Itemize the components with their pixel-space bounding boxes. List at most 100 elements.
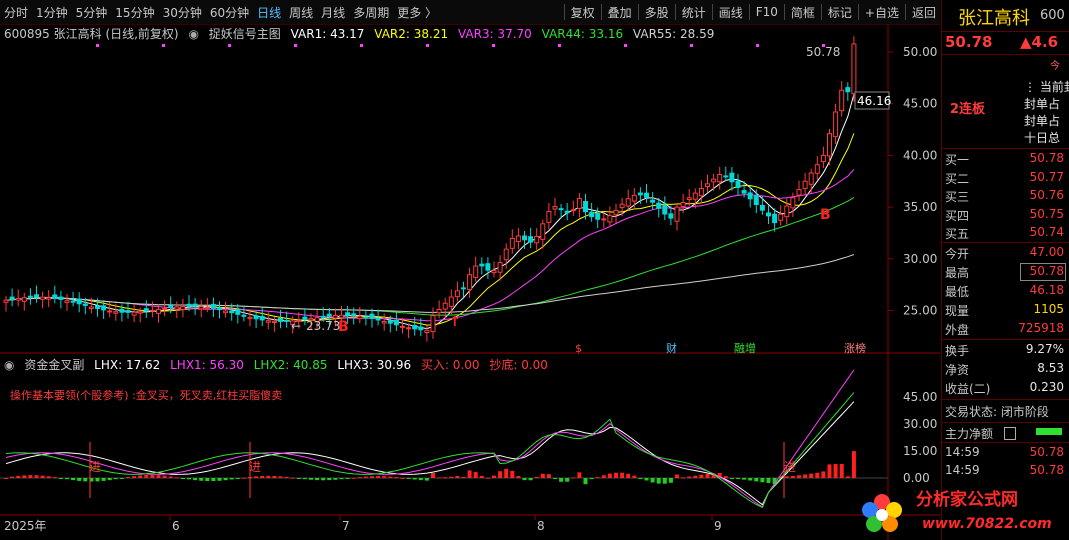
sub-bar <box>845 476 850 478</box>
candle-body <box>558 208 564 211</box>
candle-body <box>839 89 845 112</box>
period-tab-3[interactable]: 15分钟 <box>115 5 155 20</box>
candle-body <box>808 172 814 185</box>
quote-row-value: 50.75 <box>1029 206 1064 221</box>
candle-body <box>790 197 796 209</box>
sub-bar <box>10 476 15 478</box>
period-tab-5[interactable]: 60分钟 <box>209 5 250 20</box>
signal-dot <box>624 44 627 47</box>
sub-bar <box>565 478 570 482</box>
indicator-name[interactable]: 捉妖信号主图 <box>208 27 281 41</box>
quote-row-value: 9.27% <box>1025 342 1064 356</box>
sub-bar <box>46 476 51 478</box>
sub-bar <box>559 478 564 482</box>
sub-bar <box>473 472 478 478</box>
sub-bar <box>784 476 789 478</box>
sub-bar <box>723 476 728 478</box>
var3-value: VAR3: 37.70 <box>457 27 532 41</box>
sub-bar <box>260 475 265 478</box>
period-tab-10[interactable]: 更多 〉 <box>397 5 438 20</box>
tool-button-5[interactable]: F10 <box>755 5 778 19</box>
candle-body <box>717 174 723 183</box>
candle-body <box>131 311 137 316</box>
quote-row-value: 8.53 <box>1037 361 1064 375</box>
sub-bar <box>339 478 344 480</box>
tool-button-6[interactable]: 简框 <box>790 5 815 20</box>
tool-button-2[interactable]: 多股 <box>644 5 669 20</box>
signal-dot <box>690 44 693 47</box>
candle-body <box>778 213 784 221</box>
sub-bar <box>77 478 82 481</box>
event-zhangting-icon: 涨榜 <box>844 341 866 355</box>
sub-bar <box>583 478 588 485</box>
toolbar-separator <box>904 4 906 20</box>
candle-body <box>534 235 540 244</box>
candle-body <box>766 212 771 217</box>
sub-bar <box>126 477 130 479</box>
tool-button-4[interactable]: 画线 <box>718 5 743 20</box>
price-axis: 50.00 45.00 40.00 35.00 30.00 25.00 <box>888 45 937 318</box>
candle-body <box>326 313 332 317</box>
event-cai-icon: 财 <box>666 341 677 355</box>
main-flow-label[interactable]: 主力净额 <box>945 427 994 441</box>
up-arrow-icon: ↑ <box>449 314 461 330</box>
period-tab-1[interactable]: 1分钟 <box>36 5 68 20</box>
tool-button-8[interactable]: +自选 <box>864 5 899 20</box>
quote-row: 最高 50.78 <box>942 264 1069 282</box>
candle-body <box>479 263 485 267</box>
sub-bar <box>748 478 753 481</box>
tool-button-0[interactable]: 复权 <box>570 5 595 20</box>
indicator-dropdown-icon[interactable]: ◉ <box>188 27 199 41</box>
sub-bar <box>705 473 710 478</box>
tool-button-9[interactable]: 返回 <box>911 5 936 20</box>
sub-bar <box>83 478 88 482</box>
tool-button-1[interactable]: 叠加 <box>607 5 632 20</box>
kline-chart[interactable]: 50.00 45.00 40.00 35.00 30.00 25.00 45.00 30.0… <box>0 0 940 540</box>
sub-bar <box>4 478 8 479</box>
sub-bar <box>528 478 533 481</box>
period-tab-6[interactable]: 日线 <box>257 5 282 20</box>
sub-bar <box>717 472 722 478</box>
lhx-value: LHX: 17.62 <box>94 358 161 372</box>
sub-bar <box>113 478 118 480</box>
sub-bar <box>333 478 338 480</box>
sub-bar <box>821 471 826 478</box>
sub-bar <box>766 478 771 483</box>
period-tab-9[interactable]: 多周期 <box>353 5 390 20</box>
quote-row-value: 50.78 <box>1029 264 1064 278</box>
period-tab-4[interactable]: 30分钟 <box>162 5 202 20</box>
buy-value: 买入: 0.00 <box>420 358 480 372</box>
tool-button-7[interactable]: 标记 <box>827 5 852 20</box>
sub-bar <box>388 476 393 478</box>
quote-row: 14:59 50.78 <box>942 463 1069 481</box>
sub-bar <box>424 478 429 481</box>
period-tab-2[interactable]: 5分钟 <box>75 5 108 20</box>
sub-indicator-name[interactable]: 资金金叉副 <box>24 358 85 372</box>
price-tick-label: 50.00 <box>903 45 937 59</box>
candle-body <box>400 325 405 328</box>
candle-body <box>772 213 778 224</box>
candle-body <box>448 296 454 307</box>
quote-row-label: 14:59 <box>945 445 980 459</box>
sub-line-1 <box>5 369 855 508</box>
sub-bar <box>656 478 661 484</box>
period-tab-0[interactable]: 分时 <box>4 5 29 20</box>
candle-body <box>76 298 82 305</box>
candle-body <box>644 192 649 198</box>
candle-body <box>650 199 656 203</box>
candle-body <box>223 310 229 314</box>
period-tab-8[interactable]: 月线 <box>321 5 346 20</box>
tool-button-3[interactable]: 统计 <box>681 5 706 20</box>
candle-body <box>217 307 222 311</box>
flow-list-icon[interactable] <box>1004 427 1016 440</box>
candle-body <box>827 133 832 157</box>
candle-body <box>125 310 131 313</box>
period-tab-7[interactable]: 周线 <box>289 5 314 20</box>
signal-dot <box>426 44 429 47</box>
sub-chart-header: ◉ 资金金叉副 LHX: 17.62 LHX1: 56.30 LHX2: 40.… <box>4 356 554 372</box>
buy-signal-b1: B <box>338 319 349 335</box>
sub-bar <box>278 476 283 478</box>
sub-bar <box>644 478 649 481</box>
sub-dropdown-icon[interactable]: ◉ <box>4 358 15 372</box>
quote-row-label: 今开 <box>945 247 970 261</box>
